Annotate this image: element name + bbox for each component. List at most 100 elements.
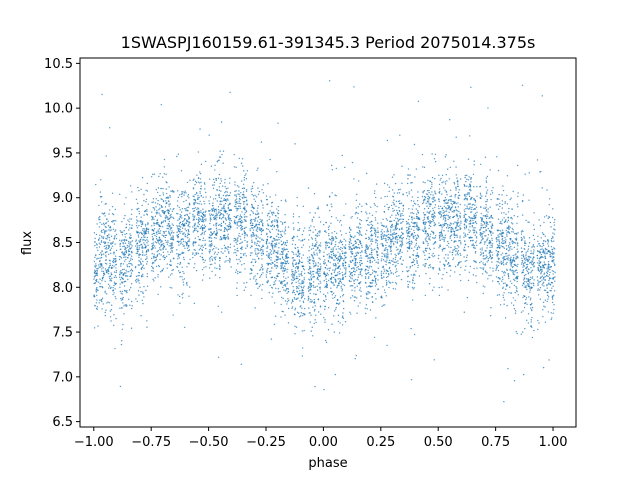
data-point [369, 292, 371, 294]
data-point [374, 230, 377, 232]
data-point [335, 257, 338, 260]
data-point [138, 260, 140, 262]
data-point [277, 205, 280, 208]
data-point [292, 290, 294, 292]
data-point [183, 258, 185, 261]
data-point [415, 257, 417, 260]
data-point [449, 275, 451, 277]
data-point [446, 271, 448, 274]
data-point [282, 311, 284, 313]
data-point [390, 272, 392, 274]
data-point [97, 249, 99, 252]
data-point [276, 171, 278, 173]
data-point [450, 239, 453, 242]
data-point [380, 222, 382, 224]
data-point [246, 170, 249, 172]
data-point [171, 273, 173, 275]
data-point [136, 245, 139, 247]
data-point [456, 248, 458, 250]
data-point [140, 188, 142, 191]
data-point [334, 245, 336, 248]
data-point [255, 260, 257, 263]
data-point [324, 262, 327, 264]
data-point [130, 218, 133, 220]
data-point [424, 227, 427, 229]
data-point [240, 256, 242, 259]
data-point [365, 246, 367, 248]
data-point [153, 173, 156, 175]
data-point [168, 203, 170, 206]
data-point [244, 206, 246, 208]
data-point [155, 238, 158, 240]
data-point [110, 252, 112, 255]
data-point [147, 228, 150, 230]
data-point [282, 250, 284, 252]
data-point [335, 264, 337, 266]
data-point [164, 210, 166, 213]
data-point [152, 256, 155, 258]
data-point [96, 299, 98, 301]
data-point [151, 265, 153, 268]
data-point [253, 181, 255, 184]
data-point [219, 217, 221, 219]
data-point [422, 250, 424, 252]
data-point [104, 262, 107, 265]
data-point [163, 173, 166, 175]
data-point [374, 229, 377, 231]
data-point [453, 181, 455, 184]
data-point [156, 221, 158, 224]
data-point [451, 204, 454, 206]
data-point [126, 239, 128, 241]
data-point [152, 244, 155, 246]
data-point [294, 325, 296, 328]
data-point [463, 198, 466, 201]
data-point [244, 235, 246, 237]
data-point [447, 242, 450, 245]
data-point [186, 281, 188, 284]
data-point [413, 232, 416, 234]
data-point [432, 256, 434, 258]
data-point [332, 238, 334, 240]
data-point [293, 291, 295, 294]
data-point [267, 228, 269, 231]
data-point [431, 213, 434, 215]
data-point [170, 213, 172, 216]
data-point [225, 200, 228, 202]
data-point [130, 263, 133, 265]
data-point [147, 230, 149, 233]
data-point [365, 272, 367, 275]
data-point [276, 226, 279, 229]
data-point [457, 206, 460, 208]
data-point [385, 261, 387, 263]
data-point [268, 242, 270, 244]
data-point [193, 267, 195, 269]
data-point [428, 238, 430, 240]
data-point [313, 261, 315, 263]
data-point [343, 267, 346, 269]
data-point [350, 235, 352, 238]
data-point [399, 236, 401, 239]
data-point [129, 237, 131, 240]
data-point [257, 167, 259, 169]
data-point [433, 211, 436, 213]
data-point [439, 179, 441, 181]
data-point [109, 310, 112, 312]
data-point [269, 158, 271, 161]
data-point [434, 160, 437, 163]
data-point [277, 209, 280, 212]
data-point [409, 174, 411, 176]
data-point [235, 198, 238, 200]
data-point [311, 260, 314, 262]
data-point [139, 238, 142, 240]
data-point [338, 332, 341, 334]
data-point [424, 226, 426, 228]
data-point [220, 251, 222, 253]
data-point [283, 284, 285, 287]
data-point [399, 235, 401, 237]
data-point [213, 181, 216, 184]
data-point [115, 276, 117, 279]
data-point [223, 227, 226, 229]
data-point [426, 258, 429, 261]
data-point [409, 265, 412, 268]
data-point [332, 248, 334, 251]
